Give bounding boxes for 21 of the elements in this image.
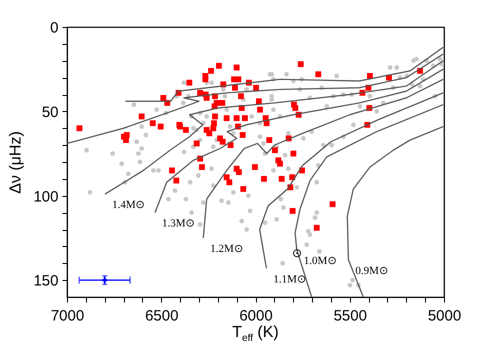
y-tick-label: 50 [42, 104, 58, 121]
y-axis-title: Δν (μHz) [7, 131, 24, 194]
series-label: 1.0M⊙ [304, 254, 336, 267]
line-series [346, 126, 444, 297]
y-tick-label: 0 [50, 20, 58, 36]
line-series [202, 78, 444, 239]
line-series [67, 53, 444, 144]
x-tick-label: 6000 [239, 308, 273, 324]
x-tick-label: 7000 [50, 308, 84, 324]
x-tick-label: 5000 [428, 308, 462, 324]
series-label: 1.1M⊙ [273, 273, 306, 286]
y-tick-label: 100 [33, 188, 58, 206]
series-label: 1.2M⊙ [210, 242, 243, 255]
x-tick-label: 6500 [145, 308, 178, 324]
series-label: 0.9M⊙ [355, 264, 388, 277]
y-tick-label: 150 [33, 272, 58, 290]
x-tick-label: 5500 [334, 308, 367, 324]
x-axis-title: T$_{eff}$ (K) [231, 324, 280, 344]
series-label: 1.4M⊙ [112, 199, 145, 212]
series-label: 1.3M⊙ [162, 218, 195, 230]
line-series [154, 68, 444, 214]
